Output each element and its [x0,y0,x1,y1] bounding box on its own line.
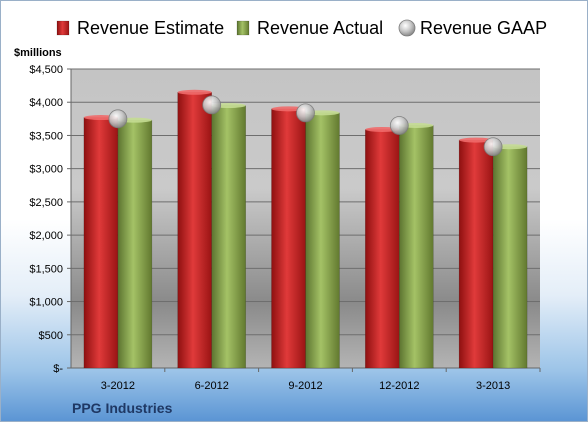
revenue-estimate-bar [458,139,494,369]
revenue-actual-bar [117,119,153,369]
revenue-actual-legend-label: Revenue Actual [257,18,383,38]
revenue-gaap-marker [483,137,503,157]
revenue-actual-bar [211,105,246,369]
revenue-estimate-bar [365,129,400,369]
legend: Revenue Estimate Revenue Actual Revenue GA… [56,18,547,38]
y-tick-label: $1,500 [29,263,63,275]
revenue-estimate-legend-swatch [56,20,70,36]
revenue-actual-bar [305,112,340,369]
x-tick-label: 12-2012 [379,380,419,392]
revenue-gaap-legend-label: Revenue GAAP [420,18,547,38]
y-tick-label: $2,500 [29,197,63,209]
revenue-estimate-bar [177,92,212,369]
y-tick-label: $1,000 [29,297,63,309]
y-tick-label: $- [53,363,63,375]
revenue-estimate-bar-top [177,89,212,95]
revenue-gaap-marker [389,116,409,135]
revenue-gaap-legend-swatch [398,19,416,37]
revenue-actual-bar [492,146,528,369]
chart-caption: PPG Industries [72,400,173,416]
y-tick-label: $4,500 [29,64,63,76]
revenue-gaap-marker [202,95,222,115]
x-tick-label: 6-2012 [195,380,229,392]
revenue-estimate-bar-top [459,137,494,143]
revenue-gaap-marker [296,103,315,123]
y-axis-unit-label: $millions [14,47,62,59]
revenue-estimate-legend-label: Revenue Estimate [77,18,224,38]
y-tick-label: $3,500 [29,130,63,142]
revenue-estimate-bar [271,108,306,369]
y-tick-label: $4,000 [29,97,63,109]
revenue-actual-legend-swatch [236,20,250,36]
revenue-actual-bar [399,125,434,369]
revenue-gaap-marker [108,109,128,129]
y-tick-label: $500 [39,330,63,342]
bars [83,89,528,369]
y-tick-label: $2,000 [29,230,63,242]
x-tick-label: 3-2012 [101,380,135,392]
y-tick-label: $3,000 [29,164,63,176]
revenue-estimate-bar [83,117,119,369]
x-tick-label: 3-2013 [476,380,510,392]
x-tick-label: 9-2012 [288,380,322,392]
